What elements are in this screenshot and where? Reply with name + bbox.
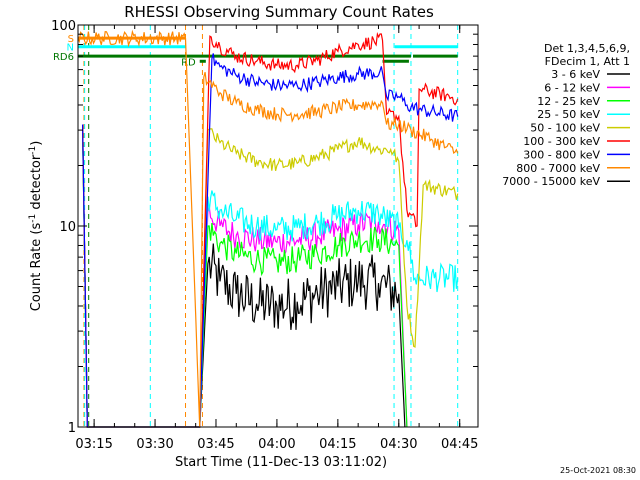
y-tick-label-2: 100: [51, 19, 76, 34]
x-tick-label-4: 04:15: [319, 437, 356, 452]
legend-label-6: 300 - 800 keV: [523, 148, 600, 161]
legend-header-line-1: Det 1,3,4,5,6,9,: [544, 42, 630, 55]
x-tick-label-5: 04:30: [380, 437, 417, 452]
legend-header-line-2: FDecim 1, Att 1: [545, 55, 630, 68]
y-axis-label-sup-1: -1: [28, 214, 38, 223]
legend-label-7: 800 - 7000 keV: [516, 162, 600, 175]
legend-label-3: 25 - 50 keV: [537, 108, 600, 121]
y-axis-ticks: 1 10 100: [51, 19, 478, 436]
x-tick-label-6: 04:45: [441, 437, 478, 452]
mode-bar-label-1: N: [67, 43, 74, 54]
legend: Det 1,3,4,5,6,9, FDecim 1, Att 1 3 - 6 k…: [502, 42, 630, 188]
x-tick-label-1: 03:30: [136, 437, 173, 452]
mode-bar-label-0: S: [68, 34, 74, 45]
chart-title: RHESSI Observing Summary Count Rates: [124, 3, 434, 21]
legend-label-8: 7000 - 15000 keV: [502, 175, 600, 188]
x-axis-ticks: 03:15 03:30 03:45 04:00 04:15 04:30 04:45: [75, 25, 478, 452]
x-axis-label: Start Time (11-Dec-13 03:11:02): [175, 455, 387, 470]
mode-bar-label-3: RD6: [53, 52, 74, 63]
mode-bar-label-5: RD: [181, 57, 196, 68]
y-tick-label-0: 1: [68, 421, 76, 436]
y-axis-label-sup-2: -1: [28, 146, 38, 155]
legend-label-0: 3 - 6 keV: [551, 68, 600, 81]
x-tick-label-2: 03:45: [197, 437, 234, 452]
x-tick-label-0: 03:15: [75, 437, 112, 452]
legend-label-5: 100 - 300 keV: [523, 135, 600, 148]
legend-label-4: 50 - 100 keV: [530, 122, 600, 135]
series-line-7: [77, 29, 459, 428]
x-tick-label-3: 04:00: [258, 437, 295, 452]
y-axis-label-end: ): [29, 141, 44, 146]
legend-label-2: 12 - 25 keV: [537, 95, 600, 108]
y-axis-label-mid: detector: [29, 154, 44, 214]
legend-label-1: 6 - 12 keV: [544, 81, 600, 94]
y-tick-label-1: 10: [59, 220, 76, 235]
y-axis-label-main: Count Rate (s: [29, 223, 44, 312]
footer-timestamp: 25-Oct-2021 08:30: [560, 466, 636, 475]
y-axis-label: Count Rate (s-1 detector-1): [28, 141, 44, 312]
